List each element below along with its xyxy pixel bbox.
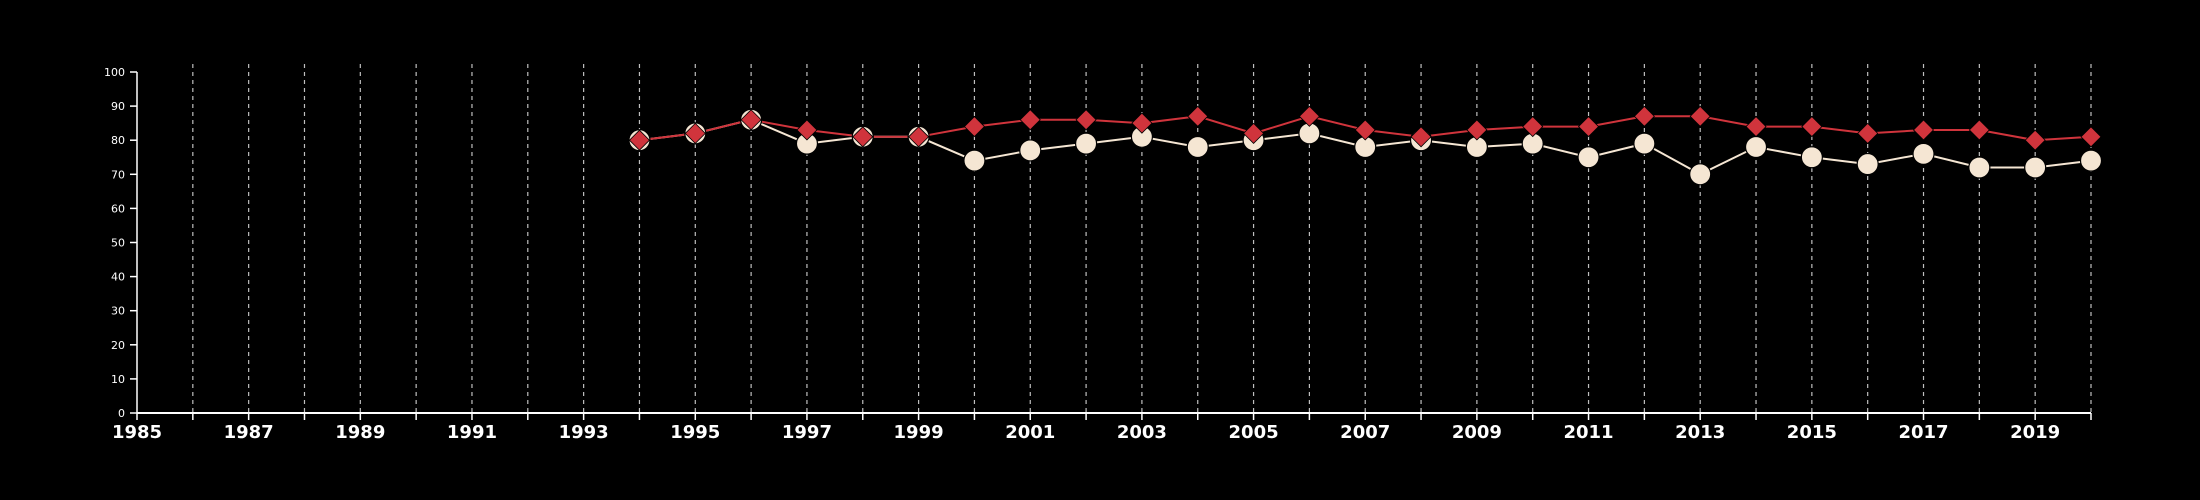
y-tick-label-50: 50 (111, 237, 125, 250)
point-circle-2017 (1912, 142, 1935, 165)
point-diamond-1997 (796, 119, 818, 141)
point-diamond-2009 (1466, 119, 1488, 141)
point-circle-2004 (1186, 135, 1209, 159)
y-tick-label-30: 30 (111, 305, 125, 318)
point-circle-2012 (1633, 132, 1656, 155)
point-circle-2020 (2079, 149, 2103, 172)
y-tick-label-20: 20 (111, 339, 125, 352)
y-tick-label-90: 90 (111, 100, 125, 113)
point-circle-2018 (1968, 156, 1991, 179)
point-diamond-2013 (1689, 105, 1711, 127)
x-tick-label-1987: 1987 (224, 422, 274, 443)
point-diamond-2007 (1354, 119, 1376, 141)
point-circle-2015 (1800, 146, 1823, 169)
point-diamond-2005 (1243, 122, 1265, 144)
point-diamond-2020 (2080, 126, 2102, 148)
x-tick-label-2001: 2001 (1005, 422, 1055, 443)
x-tick-label-1989: 1989 (335, 422, 385, 443)
x-tick-label-1991: 1991 (447, 422, 497, 443)
y-tick-label-40: 40 (111, 271, 125, 284)
point-circle-2016 (1856, 152, 1879, 176)
x-tick-label-2009: 2009 (1452, 422, 1502, 443)
x-axis-ticks: 1985 1987 1989 1991 1993 1995 1997 1999 2001 2003… (112, 413, 2092, 443)
point-circle-2002 (1074, 132, 1098, 155)
point-diamond-1996 (740, 109, 762, 131)
data-series (628, 105, 2103, 186)
point-diamond-2001 (1019, 109, 1041, 131)
point-circle-2011 (1577, 146, 1600, 169)
point-diamond-2006 (1298, 105, 1320, 127)
x-tick-label-2015: 2015 (1787, 422, 1837, 443)
x-tick-label-2017: 2017 (1898, 422, 1948, 443)
point-diamond-2016 (1857, 122, 1879, 144)
x-tick-label-2019: 2019 (2010, 422, 2060, 443)
x-tick-label-2011: 2011 (1563, 422, 1613, 443)
x-tick-label-2007: 2007 (1340, 422, 1390, 443)
point-diamond-1995 (684, 122, 706, 144)
point-diamond-2000 (963, 115, 985, 138)
point-circle-2019 (2024, 156, 2047, 179)
point-diamond-2010 (1522, 115, 1544, 138)
point-circle-2000 (963, 149, 986, 172)
series-markers-diamond (628, 105, 2102, 151)
x-tick-label-1995: 1995 (670, 422, 720, 443)
point-diamond-2018 (1968, 119, 1990, 141)
y-tick-label-80: 80 (111, 134, 125, 147)
point-diamond-2015 (1801, 115, 1823, 138)
point-diamond-2003 (1131, 112, 1153, 134)
x-tick-label-2013: 2013 (1675, 422, 1725, 443)
x-tick-label-2003: 2003 (1117, 422, 1167, 443)
point-diamond-2004 (1187, 105, 1209, 127)
point-diamond-1999 (908, 126, 930, 148)
point-diamond-2014 (1745, 115, 1767, 138)
y-tick-label-100: 100 (104, 66, 125, 79)
point-diamond-2002 (1075, 109, 1097, 131)
x-tick-label-1999: 1999 (894, 422, 944, 443)
x-tick-label-1993: 1993 (559, 422, 609, 443)
point-circle-2014 (1744, 135, 1768, 159)
y-tick-label-70: 70 (111, 168, 125, 181)
y-tick-label-10: 10 (111, 373, 125, 386)
point-diamond-2011 (1577, 115, 1600, 138)
y-tick-label-60: 60 (111, 202, 125, 215)
x-tick-label-1997: 1997 (782, 422, 832, 443)
x-tick-label-1985: 1985 (112, 422, 162, 443)
point-circle-2001 (1019, 139, 1042, 162)
point-diamond-2017 (1912, 119, 1935, 141)
point-diamond-2012 (1633, 105, 1655, 127)
point-diamond-1994 (628, 129, 651, 151)
y-axis-ticks: 0 10 20 30 40 50 60 70 80 90 100 (104, 66, 137, 420)
point-diamond-2019 (2024, 129, 2046, 151)
point-diamond-2008 (1410, 126, 1432, 148)
point-diamond-1998 (852, 126, 874, 148)
point-circle-2013 (1689, 163, 1712, 186)
x-tick-label-2005: 2005 (1229, 422, 1279, 443)
y-tick-label-0: 0 (118, 407, 125, 420)
